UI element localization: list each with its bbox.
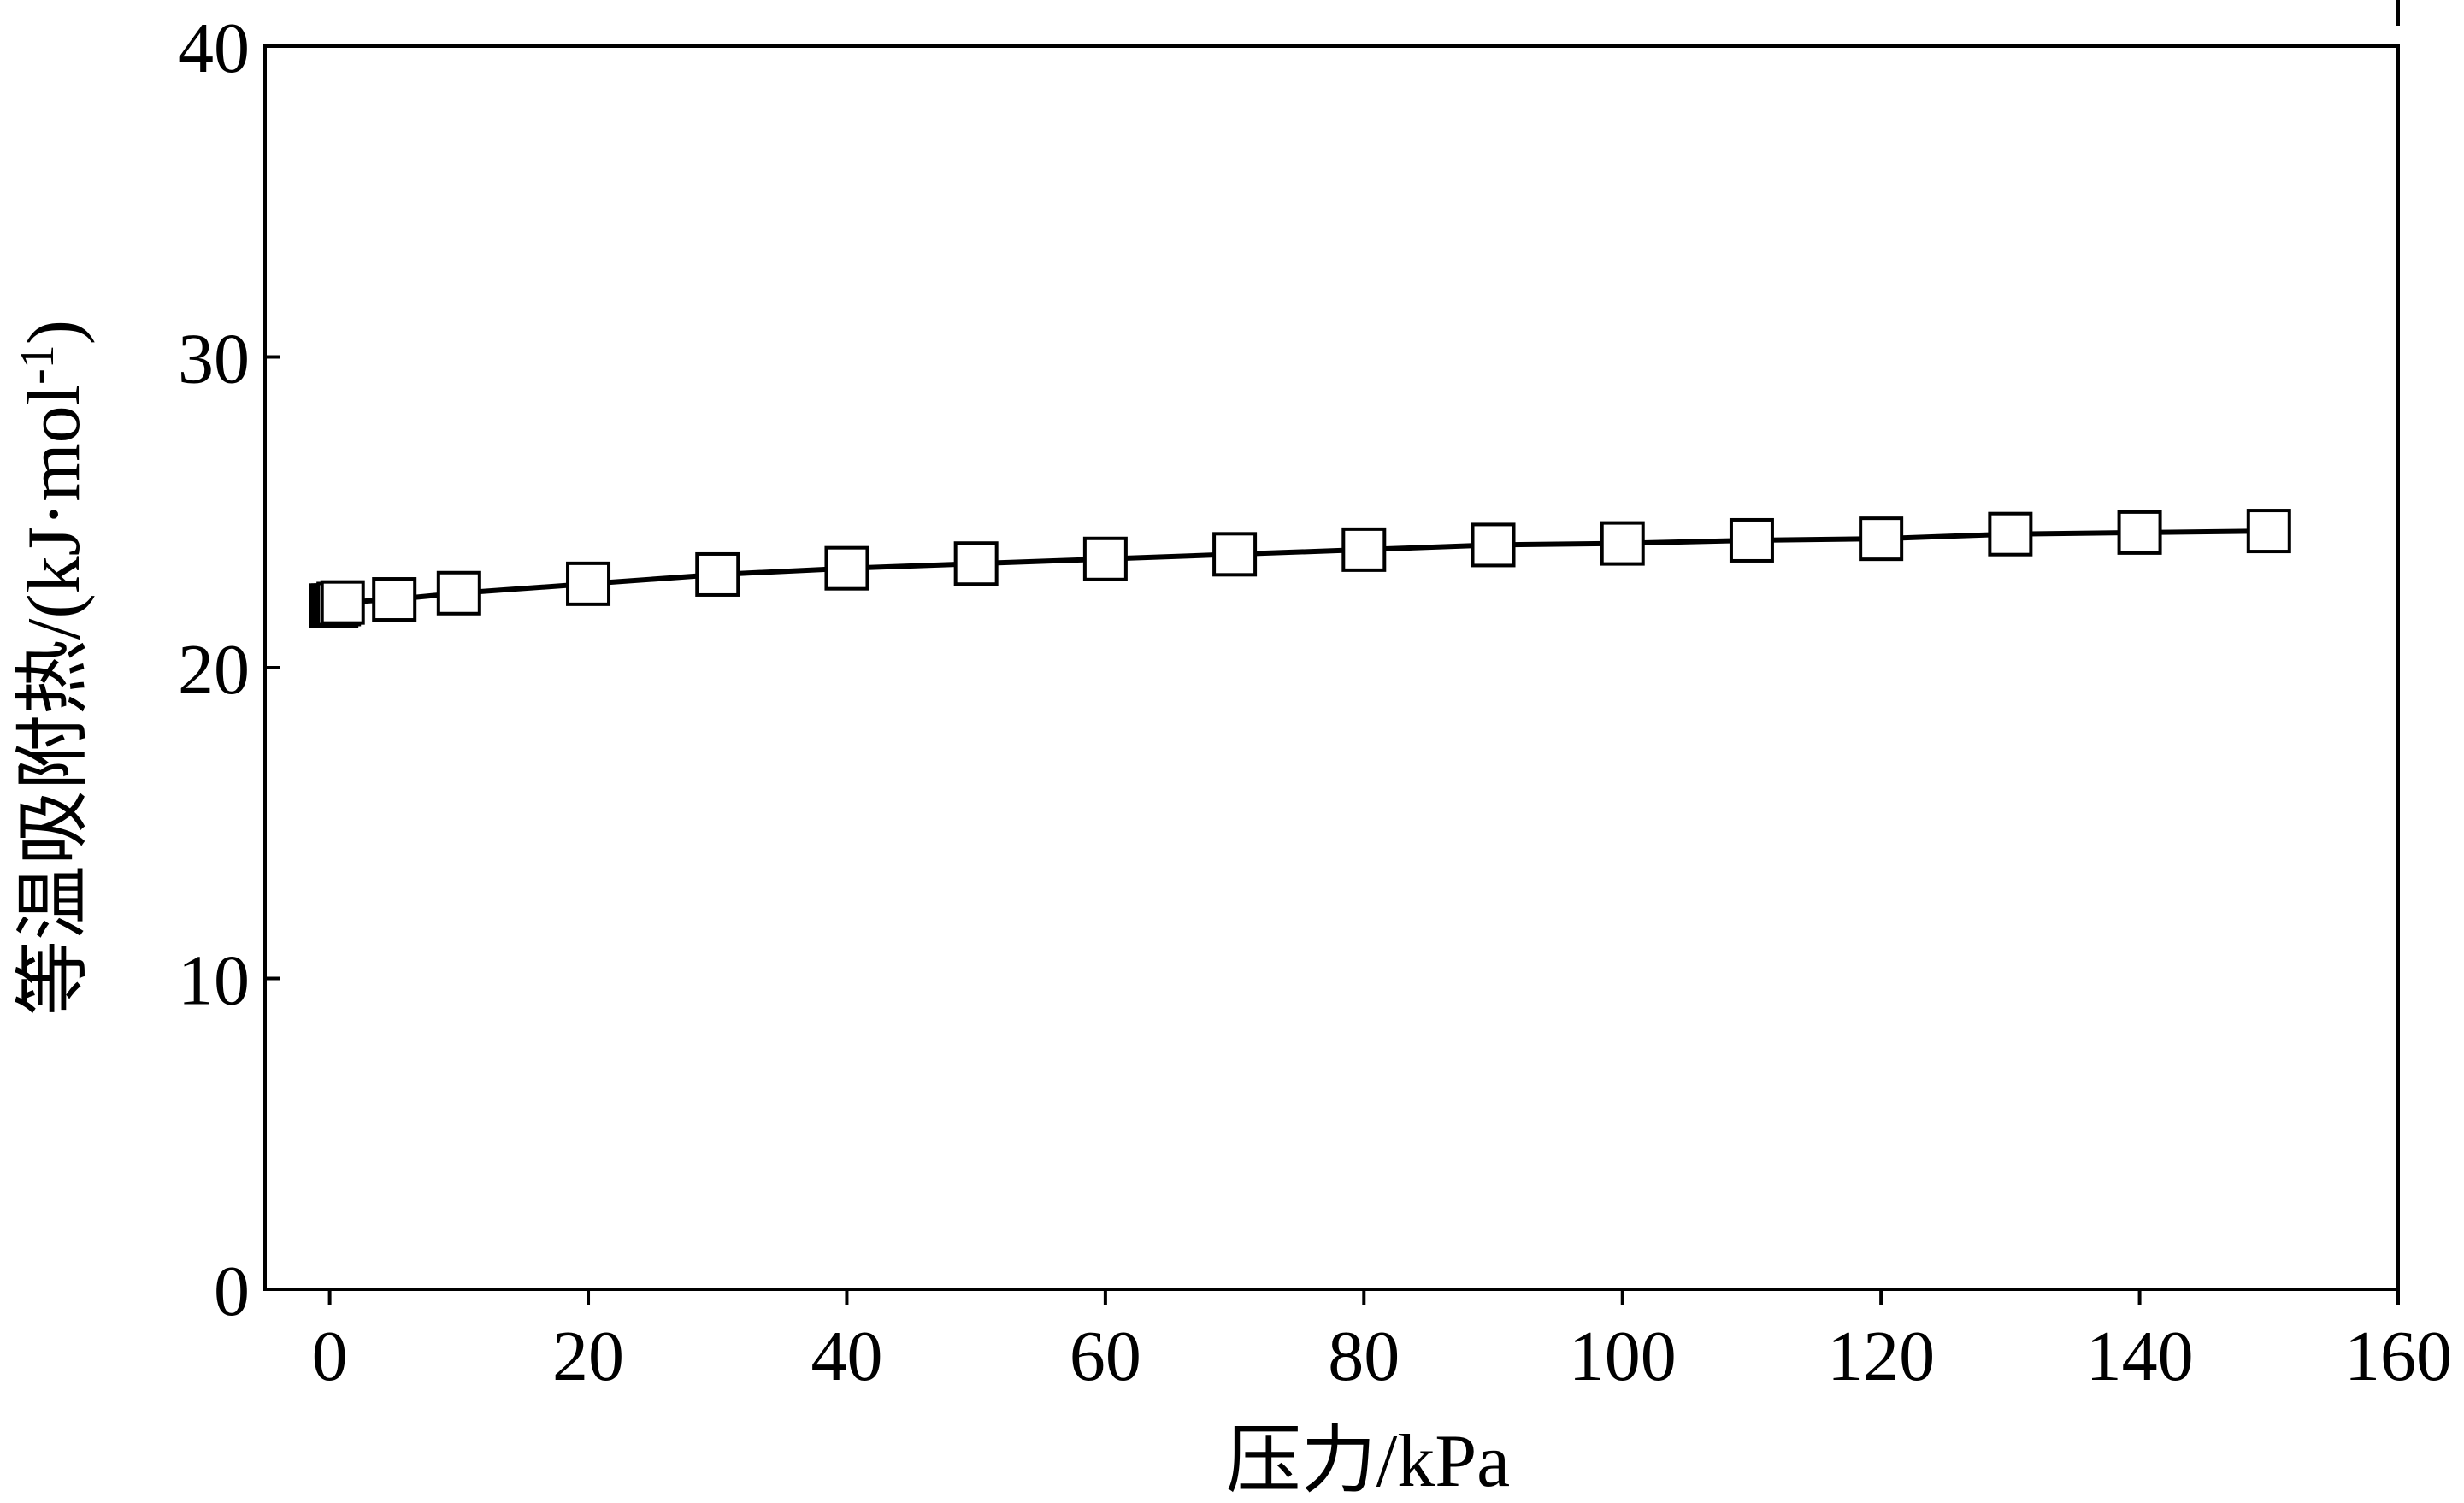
x-tick-label: 80 bbox=[1328, 1317, 1400, 1396]
series-layer bbox=[309, 509, 2291, 628]
y-tick-label: 20 bbox=[178, 630, 250, 710]
x-axis: 0 20 40 60 80 100 120 140 160 bbox=[312, 1289, 2452, 1396]
x-tick-label: 120 bbox=[1827, 1317, 1935, 1396]
x-tick-label: 160 bbox=[2344, 1317, 2452, 1396]
x-axis-title: 压力/kPa bbox=[1226, 1420, 1510, 1503]
data-point-marker bbox=[1729, 517, 1774, 563]
data-point-marker bbox=[1082, 536, 1128, 581]
data-point-marker bbox=[953, 541, 999, 586]
data-point-marker bbox=[2246, 509, 2291, 554]
x-tick-label: 140 bbox=[2086, 1317, 2194, 1396]
y-axis-title-main: 等温吸附热/(kJ·mol bbox=[13, 385, 96, 1016]
series-line bbox=[331, 528, 2269, 609]
data-point-marker bbox=[1212, 532, 1258, 577]
y-tick-label: 10 bbox=[178, 941, 250, 1021]
y-axis: 0 10 20 30 40 bbox=[178, 9, 280, 1331]
data-point-marker bbox=[1859, 516, 1904, 562]
data-point-marker bbox=[1988, 511, 2033, 557]
data-point-marker bbox=[695, 551, 740, 597]
data-point-marker bbox=[566, 561, 611, 606]
x-tick-label: 40 bbox=[811, 1317, 882, 1396]
data-point-marker bbox=[1600, 521, 1645, 566]
y-tick-label: 30 bbox=[178, 320, 250, 399]
data-point-marker bbox=[824, 545, 869, 591]
y-axis-title: 等温吸附热/(kJ·mol-1) bbox=[11, 320, 96, 1016]
y-axis-title-superscript: -1 bbox=[11, 345, 64, 385]
x-tick-label: 0 bbox=[312, 1317, 348, 1396]
data-point-marker bbox=[320, 580, 365, 625]
y-tick-label: 40 bbox=[178, 9, 250, 88]
data-point-marker bbox=[436, 570, 481, 616]
y-axis-title-group: 等温吸附热/(kJ·mol-1) bbox=[11, 320, 96, 1016]
data-point-marker bbox=[372, 577, 417, 622]
y-tick-label: 0 bbox=[214, 1252, 250, 1331]
data-point-marker bbox=[1341, 527, 1387, 572]
x-tick-label: 60 bbox=[1070, 1317, 1141, 1396]
data-point-marker bbox=[1471, 522, 1516, 568]
x-tick-label: 20 bbox=[552, 1317, 624, 1396]
x-tick-label: 100 bbox=[1569, 1317, 1677, 1396]
plot-frame bbox=[263, 44, 2400, 1291]
data-point-marker bbox=[2117, 510, 2162, 555]
y-axis-title-close: ) bbox=[13, 320, 96, 345]
